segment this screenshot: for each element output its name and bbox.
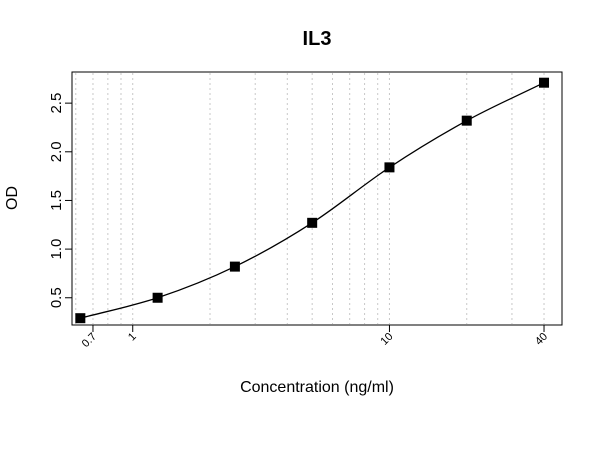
data-point xyxy=(384,162,395,173)
y-tick-label: 2.0 xyxy=(48,141,65,162)
chart-title: IL3 xyxy=(303,28,332,50)
y-tick-label: 2.5 xyxy=(48,93,65,114)
grid-lines xyxy=(75,73,545,324)
data-point xyxy=(75,313,86,324)
y-tick-label: 1.5 xyxy=(48,190,65,211)
y-axis: 0.5 1.0 1.5 2.0 2.5 xyxy=(48,93,72,308)
data-point xyxy=(152,292,163,303)
y-tick-label: 1.0 xyxy=(48,239,65,260)
data-point xyxy=(461,115,472,126)
data-point xyxy=(307,217,318,228)
y-tick-label: 0.5 xyxy=(48,287,65,308)
x-tick-label: 10 xyxy=(378,331,395,348)
x-axis: 0.7 1 10 40 xyxy=(80,325,550,350)
y-axis-label: OD xyxy=(4,186,21,210)
data-points xyxy=(75,77,550,324)
x-tick-label: 40 xyxy=(533,331,550,348)
x-tick-label: 1 xyxy=(126,331,139,344)
x-tick-label: 0.7 xyxy=(80,331,99,350)
data-point xyxy=(229,261,240,272)
plot-frame xyxy=(71,71,563,326)
x-axis-label: Concentration (ng/ml) xyxy=(240,379,394,396)
data-point xyxy=(539,77,550,88)
